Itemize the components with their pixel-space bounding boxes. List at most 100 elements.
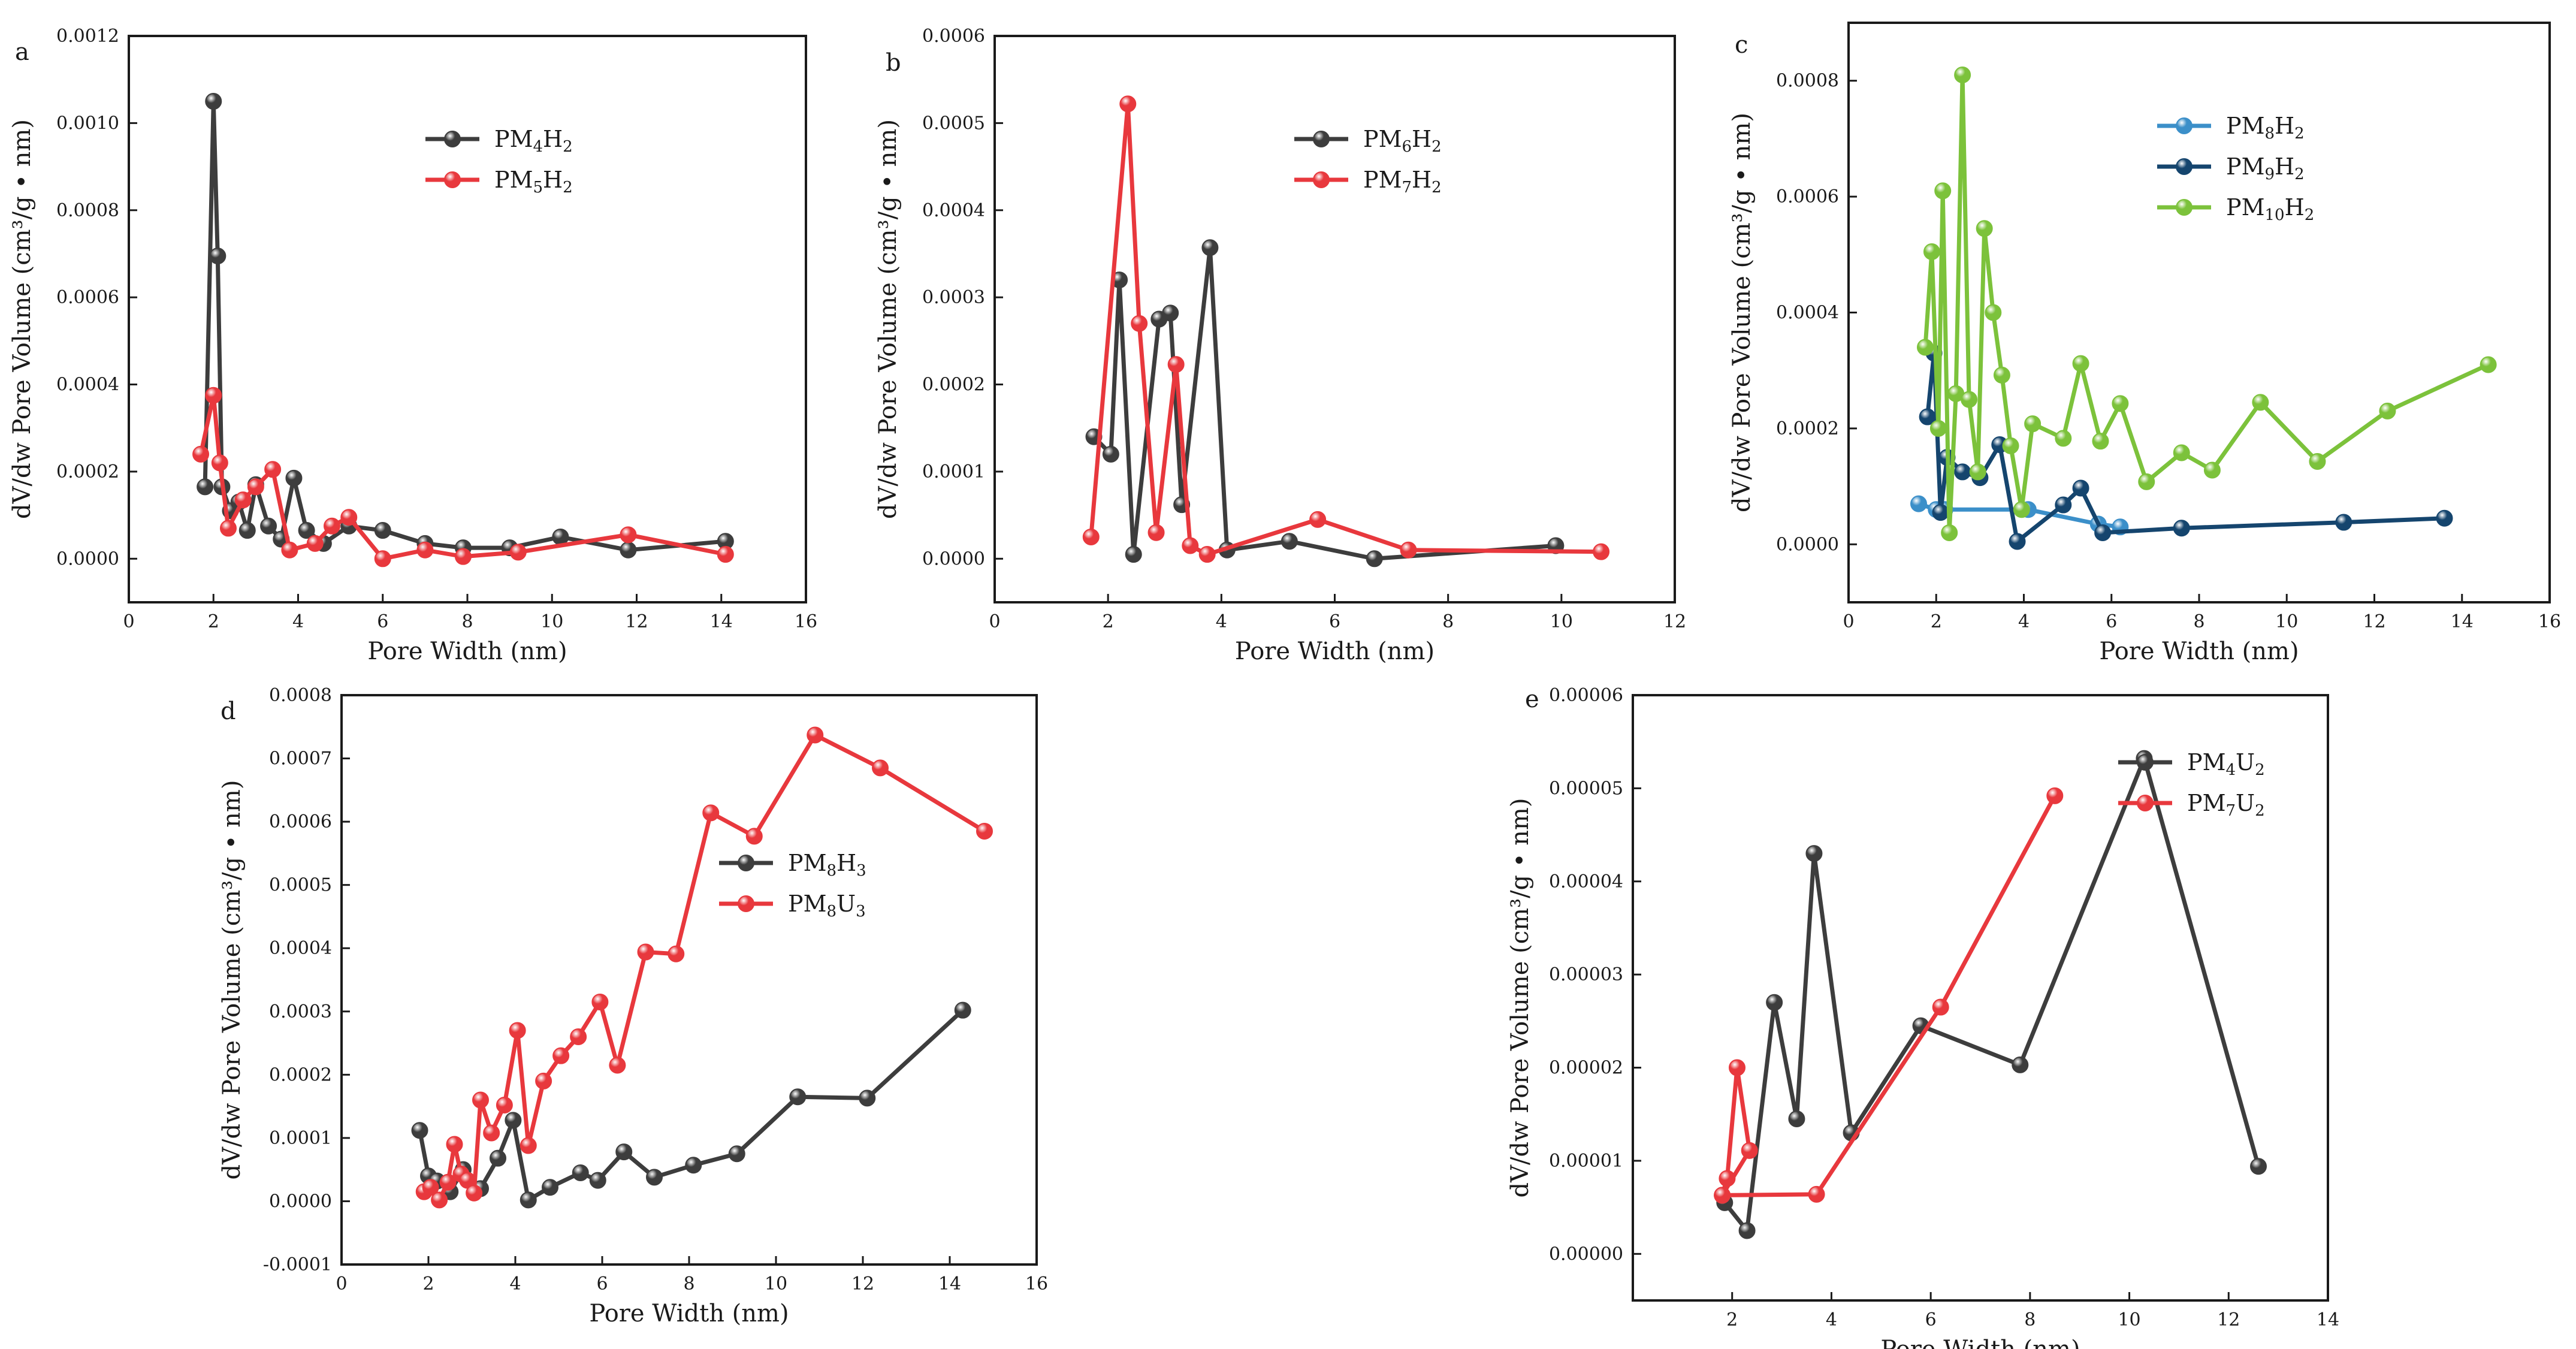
y-tick-label: 0.0000 [922, 548, 985, 569]
legend-text-part: 7 [1402, 179, 1412, 197]
data-point-PM10H2 [2309, 453, 2326, 470]
data-point-PM10H2 [1985, 304, 2002, 321]
data-point-PM4H2 [620, 541, 637, 559]
data-point-PM9H2 [2009, 533, 2026, 550]
data-point-PM8H3 [505, 1112, 522, 1129]
legend-text-part: H [1412, 126, 1432, 152]
data-point-PM8U3 [668, 945, 685, 962]
x-tick-label: 12 [851, 1273, 874, 1294]
y-tick-label: 0.0005 [922, 113, 985, 134]
data-point-PM5H2 [264, 461, 282, 478]
data-point-PM5H2 [219, 520, 237, 537]
x-tick-label: 2 [208, 611, 219, 632]
data-point-PM6H2 [1125, 546, 1142, 563]
x-tick-label: 12 [625, 611, 648, 632]
data-point-PM10H2 [1916, 339, 1934, 356]
data-point-PM8H2 [1910, 495, 1927, 512]
data-point-PM8U3 [872, 759, 889, 777]
x-tick-label: 10 [540, 611, 563, 632]
y-tick-label: 0.0000 [56, 548, 119, 569]
legend-text-part: 2 [563, 138, 573, 156]
data-point-PM5H2 [234, 491, 252, 509]
data-point-PM7U2 [1808, 1185, 1825, 1203]
data-point-PM5H2 [374, 550, 391, 568]
data-point-PM5H2 [454, 548, 472, 565]
y-tick-label: 0.0004 [56, 375, 119, 396]
y-axis-title: dV/dw Pore Volume (cm³/g • nm) [874, 119, 902, 519]
data-point-PM4H2 [260, 517, 277, 535]
x-axis-title: Pore Width (nm) [589, 1300, 789, 1327]
data-point-PM4H2 [205, 93, 222, 110]
data-point-PM10H2 [1969, 463, 1986, 481]
legend-marker [1313, 131, 1330, 147]
y-tick-label: 0.0002 [922, 375, 985, 396]
y-tick-label: 0.0008 [56, 200, 119, 221]
plot-frame [993, 35, 1676, 603]
legend-text-part: 8 [2264, 125, 2275, 143]
data-point-PM8U3 [591, 993, 609, 1010]
data-point-PM10H2 [1961, 391, 1978, 408]
data-point-PM10H2 [2072, 355, 2089, 372]
legend-text-part: H [543, 167, 563, 193]
x-tick-label: 14 [2317, 1309, 2339, 1330]
data-point-PM8U3 [472, 1091, 489, 1109]
panel-letter: b [886, 49, 901, 77]
x-tick-label: 4 [1826, 1309, 1837, 1330]
x-tick-label: 14 [2451, 611, 2474, 632]
data-point-PM4U2 [1805, 845, 1823, 862]
legend-marker [2137, 795, 2154, 811]
series-line-PM7H2 [1089, 101, 1602, 557]
y-tick-label: 0.0003 [922, 287, 985, 308]
data-point-PM9H2 [2072, 479, 2089, 497]
x-tick-label: 6 [596, 1273, 608, 1294]
legend-text-part: U [836, 891, 856, 917]
x-tick-label: 16 [1025, 1273, 1048, 1294]
x-tick-label: 6 [1925, 1309, 1937, 1330]
legend-text-part: H [2285, 194, 2305, 221]
data-point-PM8H3 [411, 1122, 428, 1139]
legend-text-part: 2 [2305, 206, 2315, 224]
legend-text-part: PM [2226, 194, 2264, 221]
data-point-PM5H2 [416, 541, 434, 559]
legend-label-PM4U2: PM4U2 [2187, 749, 2265, 779]
data-point-PM7H2 [1082, 528, 1100, 545]
data-point-PM9H2 [2094, 524, 2112, 541]
legend-text-part: 2 [1432, 138, 1442, 156]
x-axis-title: Pore Width (nm) [2099, 638, 2299, 665]
data-point-PM4H2 [298, 522, 315, 539]
data-point-PM9H2 [1932, 504, 1949, 521]
data-point-PM8H3 [490, 1149, 506, 1167]
y-tick-label: 0.0004 [269, 938, 332, 959]
data-point-PM4U2 [1766, 994, 1783, 1011]
legend-text-part: H [1412, 167, 1432, 193]
data-point-PM7H2 [1119, 95, 1137, 113]
data-point-PM8U3 [520, 1137, 537, 1154]
data-point-PM4H2 [552, 528, 569, 545]
data-point-PM10H2 [2173, 444, 2190, 461]
legend-text-part: U [2236, 790, 2255, 816]
data-point-PM10H2 [2379, 402, 2396, 420]
data-point-PM7U2 [2046, 787, 2064, 804]
x-tick-label: 8 [2193, 611, 2204, 632]
x-axis-title: Pore Width (nm) [1235, 638, 1435, 665]
data-point-PM6H2 [1162, 304, 1179, 322]
data-point-PM5H2 [205, 387, 222, 404]
legend-label-PM9H2: PM9H2 [2226, 153, 2305, 183]
data-point-PM4U2 [1788, 1110, 1805, 1127]
y-tick-label: -0.0001 [263, 1254, 332, 1275]
legend-text-part: 7 [2225, 802, 2236, 820]
data-point-PM5H2 [324, 517, 340, 535]
y-tick-label: 0.0000 [269, 1191, 332, 1212]
data-point-PM7U2 [1714, 1187, 1731, 1204]
x-tick-label: 8 [683, 1273, 694, 1294]
y-tick-label: 0.0001 [922, 461, 985, 482]
data-point-PM8U3 [483, 1124, 500, 1142]
data-point-PM10H2 [2013, 501, 2030, 518]
data-point-PM10H2 [2024, 415, 2042, 433]
data-point-PM8U3 [570, 1028, 587, 1045]
data-point-PM9H2 [1954, 463, 1971, 481]
data-point-PM5H2 [620, 526, 637, 544]
x-tick-label: 12 [1663, 611, 1686, 632]
legend-marker [738, 855, 754, 871]
